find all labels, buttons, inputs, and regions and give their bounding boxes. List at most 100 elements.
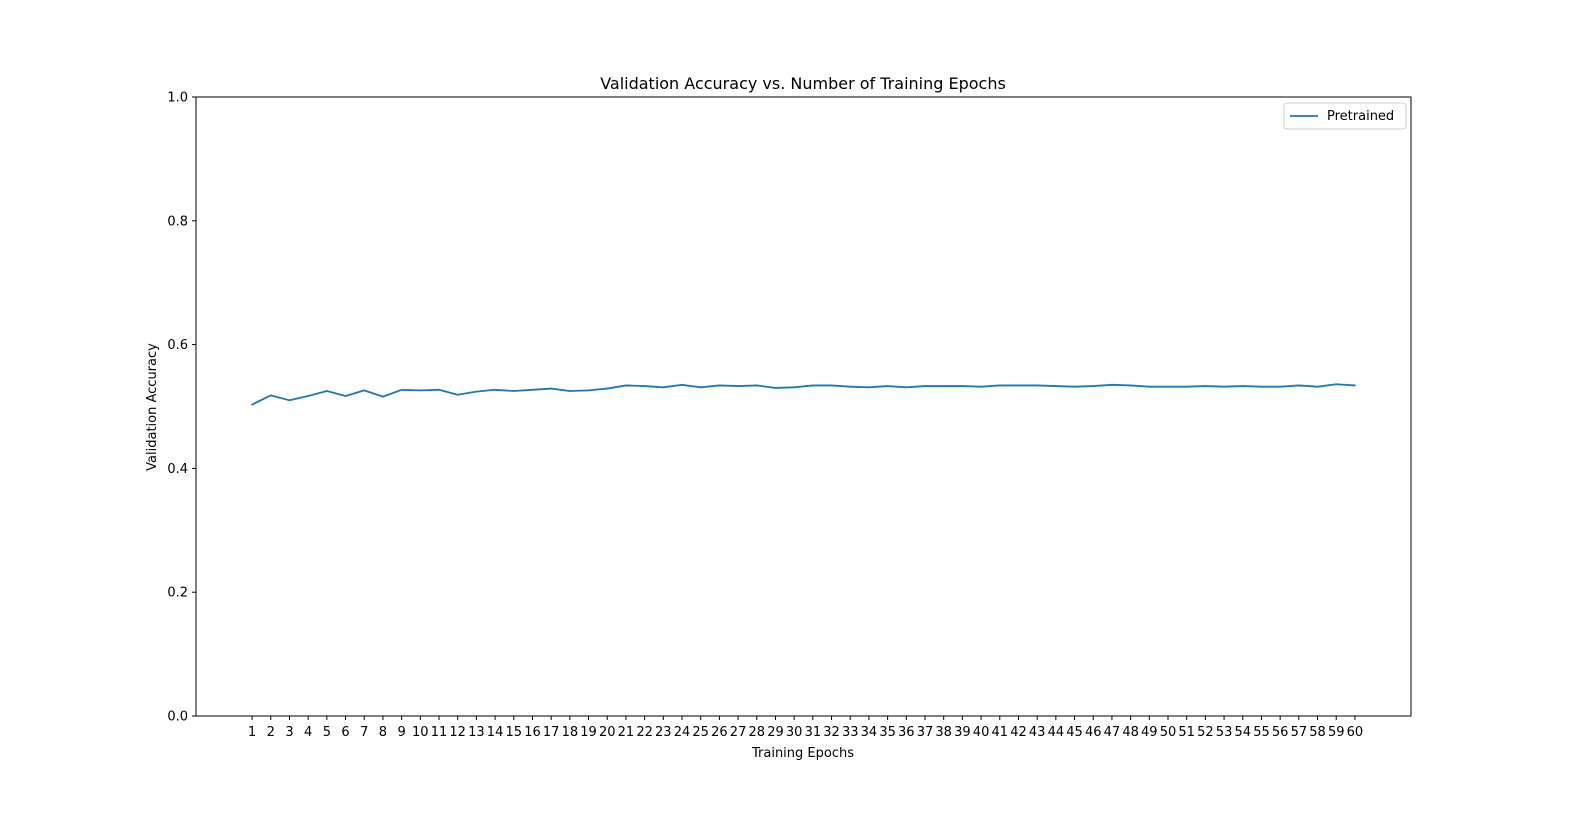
data-point — [1036, 384, 1039, 387]
plot-frame — [195, 96, 1412, 717]
data-point — [886, 385, 889, 387]
x-tick-label: 28 — [748, 725, 765, 740]
axes: 0.00.20.40.60.81.01 2 3 4 5 6 7 8 9 10 11 12 13 14 15 1… — [167, 91, 1412, 740]
x-tick-label: 1 — [248, 725, 256, 740]
data-point — [905, 386, 908, 389]
x-tick-label: 18 — [562, 725, 579, 740]
data-point — [1260, 385, 1263, 388]
x-tick-label: 3 — [285, 725, 293, 740]
data-point — [568, 390, 571, 392]
x-tick-label: 6 — [341, 725, 349, 740]
x-tick-label: 30 — [786, 725, 803, 740]
data-point — [400, 388, 403, 391]
data-point — [681, 383, 683, 386]
data-point — [868, 386, 870, 389]
data-point — [737, 385, 739, 387]
chart-title: Validation Accuracy vs. Number of Traini… — [600, 74, 1006, 93]
x-tick-label: 54 — [1234, 725, 1251, 740]
x-tick-label: 34 — [861, 725, 878, 740]
x-tick-label: 43 — [1029, 725, 1046, 740]
x-tick-label: 4 — [304, 725, 312, 740]
x-tick-label: 55 — [1253, 725, 1270, 740]
x-tick-label: 48 — [1122, 725, 1139, 740]
data-point — [1204, 385, 1207, 387]
x-tick-label: 58 — [1309, 725, 1326, 740]
x-tick-label: 37 — [917, 725, 934, 740]
data-point — [269, 394, 272, 397]
data-point — [811, 384, 814, 387]
x-tick-label: 56 — [1272, 725, 1289, 740]
x-tick-label: 10 — [412, 725, 429, 740]
data-point — [288, 399, 291, 402]
x-tick-label: 5 — [323, 725, 331, 740]
data-point — [1167, 385, 1169, 388]
x-tick-label: 22 — [636, 725, 653, 740]
x-tick-label: 14 — [487, 725, 504, 740]
data-point — [924, 385, 926, 387]
data-point — [643, 385, 646, 387]
data-point — [774, 387, 777, 389]
data-point — [363, 389, 366, 392]
y-tick-label: 0.4 — [167, 462, 188, 477]
data-point — [1297, 384, 1300, 387]
data-point — [456, 393, 459, 396]
x-tick-label: 24 — [674, 725, 691, 740]
data-point — [793, 386, 796, 389]
data-point — [419, 389, 422, 392]
y-tick-label: 0.2 — [167, 586, 188, 601]
data-point — [998, 384, 1001, 387]
data-point — [755, 384, 758, 387]
data-point — [961, 385, 964, 387]
x-tick-label: 7 — [360, 725, 368, 740]
x-tick-label: 20 — [599, 725, 616, 740]
data-point — [718, 384, 721, 387]
x-tick-label: 44 — [1048, 725, 1065, 740]
x-tick-label: 9 — [397, 725, 405, 740]
x-tick-label: 46 — [1085, 725, 1102, 740]
data-point — [382, 395, 384, 398]
y-tick-label: 1.0 — [167, 91, 188, 106]
data-point — [980, 385, 982, 388]
data-point — [830, 384, 833, 387]
y-axis-title: Validation Accuracy — [145, 343, 160, 471]
x-tick-label: 42 — [1010, 725, 1027, 740]
x-tick-label: 25 — [692, 725, 709, 740]
data-point — [1241, 385, 1244, 387]
data-point — [307, 395, 310, 397]
data-point — [325, 390, 328, 392]
x-tick-label: 49 — [1141, 725, 1158, 740]
x-tick-label: 40 — [973, 725, 990, 740]
data-point — [1223, 385, 1225, 388]
x-tick-label: 57 — [1291, 725, 1308, 740]
data-point — [625, 384, 627, 387]
legend-box — [1283, 102, 1407, 130]
x-tick-label: 38 — [935, 725, 952, 740]
x-tick-label: 2 — [267, 725, 275, 740]
x-tick-label: 15 — [505, 725, 522, 740]
x-tick-label: 50 — [1160, 725, 1177, 740]
x-tick-label: 60 — [1347, 725, 1364, 740]
y-tick-label: 0.0 — [167, 710, 188, 725]
data-point — [475, 390, 478, 393]
data-point — [531, 388, 534, 391]
x-tick-label: 31 — [805, 725, 822, 740]
data-point — [942, 385, 945, 387]
data-point — [662, 386, 665, 389]
x-tick-label: 11 — [431, 725, 448, 740]
data-point — [438, 388, 440, 391]
legend: Pretrained — [1283, 102, 1407, 130]
x-tick-label: 41 — [991, 725, 1008, 740]
x-tick-label: 19 — [580, 725, 597, 740]
y-tick-label: 0.8 — [167, 214, 188, 229]
x-tick-label: 13 — [468, 725, 485, 740]
data-point — [494, 388, 496, 391]
x-tick-label: 26 — [711, 725, 728, 740]
x-tick-label: 16 — [524, 725, 541, 740]
data-point — [1017, 384, 1020, 387]
data-point — [587, 389, 590, 392]
x-tick-label: 52 — [1197, 725, 1214, 740]
data-point — [849, 385, 852, 388]
x-tick-label: 17 — [543, 725, 560, 740]
